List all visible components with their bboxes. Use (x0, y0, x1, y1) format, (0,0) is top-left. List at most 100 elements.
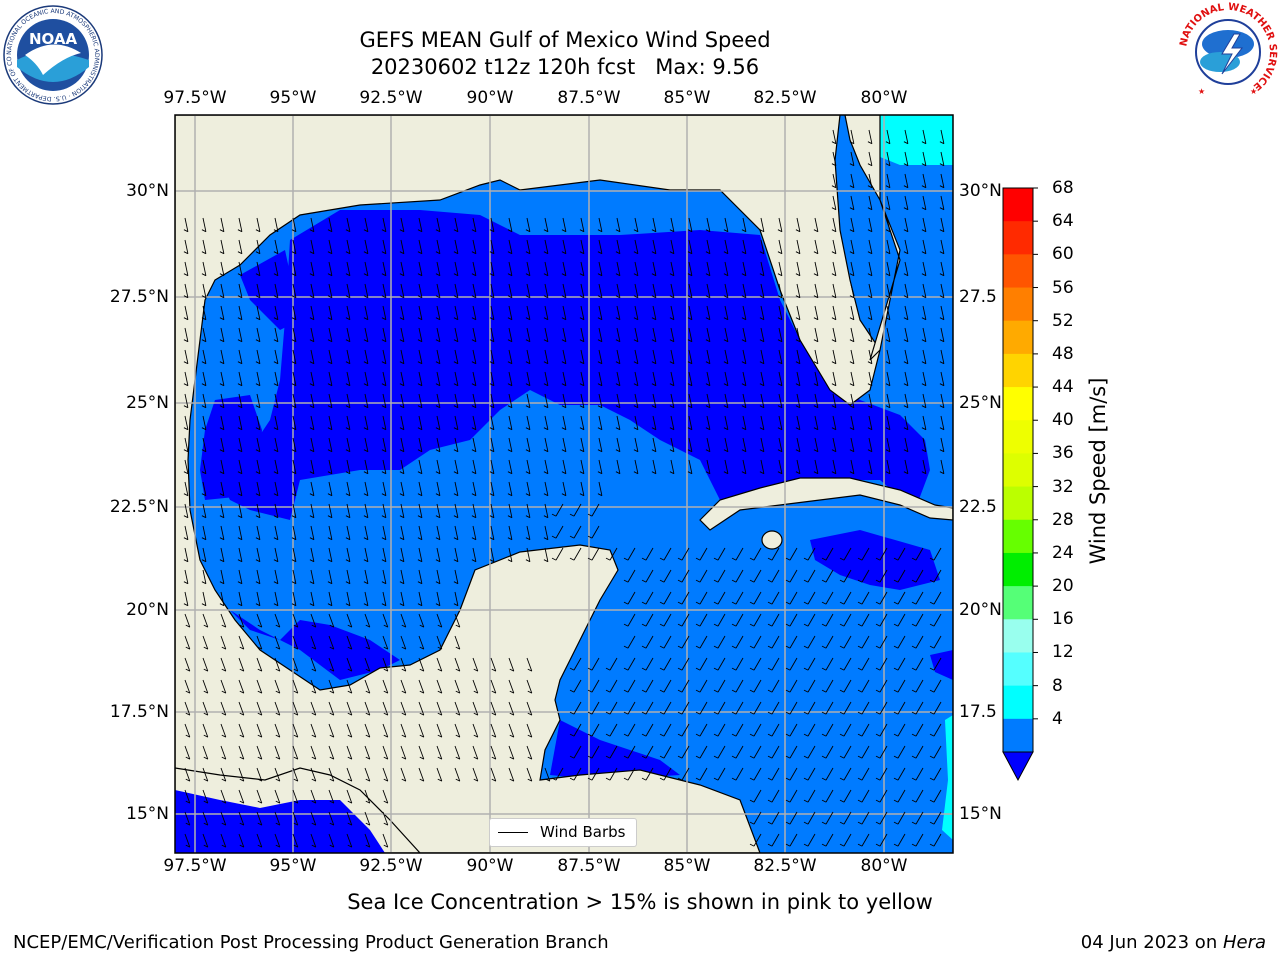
wind-barb (688, 217, 693, 232)
wind-barb-flag (605, 711, 611, 715)
wind-barb (436, 415, 441, 430)
wind-barb-flag (363, 273, 369, 277)
wind-barb-flag (363, 515, 369, 519)
wind-barb-flag (291, 383, 297, 387)
wind-barb (904, 283, 909, 298)
wind-barb (753, 591, 762, 605)
wind-barb-flag (473, 778, 478, 782)
wind-barb-flag (203, 844, 208, 848)
wind-barb (508, 723, 515, 738)
wind-barb-flag (381, 449, 387, 453)
wind-barb-flag (437, 624, 442, 628)
wind-barb-flag (777, 427, 783, 431)
wind-barb (573, 525, 582, 539)
wind-barb-flag (723, 339, 729, 343)
wind-barb (310, 547, 315, 562)
wind-barb (562, 239, 567, 254)
wind-barb-flag (273, 383, 279, 387)
wind-barb-flag (507, 515, 513, 519)
wind-barb-flag (587, 733, 593, 737)
wind-barb (843, 723, 852, 737)
wind-barb-flag (255, 229, 261, 233)
wind-barb (670, 239, 675, 254)
wind-barb-flag (875, 601, 881, 605)
wind-barb-flag (291, 339, 297, 343)
wind-barb-flag (221, 668, 226, 672)
wind-barb (904, 129, 909, 144)
wind-barb (436, 525, 441, 540)
wind-barb-flag (345, 471, 351, 475)
wind-barb-flag (525, 537, 531, 541)
wind-barb (807, 811, 816, 825)
wind-barb-flag (257, 778, 262, 782)
wind-barb-flag (579, 361, 585, 365)
wind-barb-flag (705, 317, 711, 321)
wind-barb (436, 547, 441, 562)
wind-barb (346, 767, 353, 782)
wind-barb-flag (803, 579, 809, 583)
wind-barb-flag (363, 493, 369, 497)
wind-barb (940, 217, 945, 232)
wind-barb (220, 723, 227, 738)
lon-tick-label-top: 97.5°W (163, 88, 227, 108)
wind-barb-flag (615, 427, 621, 431)
wind-barb (310, 745, 317, 760)
wind-barb-flag (911, 557, 917, 561)
wind-barb-flag (659, 733, 665, 737)
wind-barb (202, 305, 207, 320)
wind-barb (238, 569, 243, 584)
wind-barb-flag (183, 515, 189, 519)
wind-barb-flag (491, 778, 496, 782)
wind-barb-flag (605, 733, 611, 737)
wind-barb (328, 459, 333, 474)
wind-barb (670, 393, 675, 408)
wind-barb-flag (453, 603, 459, 607)
wind-barb-flag (525, 559, 531, 563)
wind-barb-flag (741, 471, 747, 475)
wind-barb (609, 745, 618, 759)
footer-date-text: 04 Jun 2023 on (1080, 932, 1223, 953)
wind-barb (274, 437, 279, 452)
wind-barb-flag (293, 844, 298, 848)
wind-barb-flag (705, 471, 711, 475)
wind-barb-flag (309, 427, 315, 431)
wind-barb (573, 767, 582, 781)
lon-tick-label-bottom: 92.5°W (359, 856, 423, 876)
wind-barb (346, 701, 353, 716)
wind-barb (724, 371, 729, 386)
wind-barb-flag (381, 559, 387, 563)
wind-barb (310, 305, 315, 320)
lat-tick-label-left: 20°N (126, 600, 169, 620)
wind-barb (850, 239, 855, 254)
wind-barb-flag (651, 449, 657, 453)
wind-barb-flag (903, 185, 909, 189)
wind-barb-flag (677, 689, 683, 693)
wind-barb-flag (929, 579, 935, 583)
wind-barb-flag (311, 844, 316, 848)
wind-barb (454, 437, 459, 452)
wind-barb-flag (347, 690, 352, 694)
wind-barb (184, 833, 191, 848)
wind-barb-flag (651, 339, 657, 343)
lat-tick-label-right: 27.5 (959, 287, 997, 307)
wind-barb-flag (821, 733, 827, 737)
wind-barb-flag (219, 449, 225, 453)
wind-barb (897, 767, 906, 781)
wind-barb (616, 459, 621, 474)
wind-barb (292, 415, 297, 430)
wind-barb-flag (237, 339, 243, 343)
wind-barb-flag (795, 361, 801, 365)
wind-barb (807, 833, 816, 847)
wind-barb-flag (309, 471, 315, 475)
wind-barb-flag (273, 405, 279, 409)
wind-barb-flag (723, 383, 729, 387)
wind-barb (202, 745, 209, 760)
wind-barb (274, 789, 281, 804)
colorbar-segment (1003, 221, 1033, 255)
wind-barb (400, 239, 405, 254)
wind-barb (310, 569, 315, 584)
wind-barb (292, 789, 299, 804)
wind-barb (886, 459, 891, 474)
sea-4-8-region-west (240, 250, 300, 330)
wind-barb-flag (857, 601, 863, 605)
